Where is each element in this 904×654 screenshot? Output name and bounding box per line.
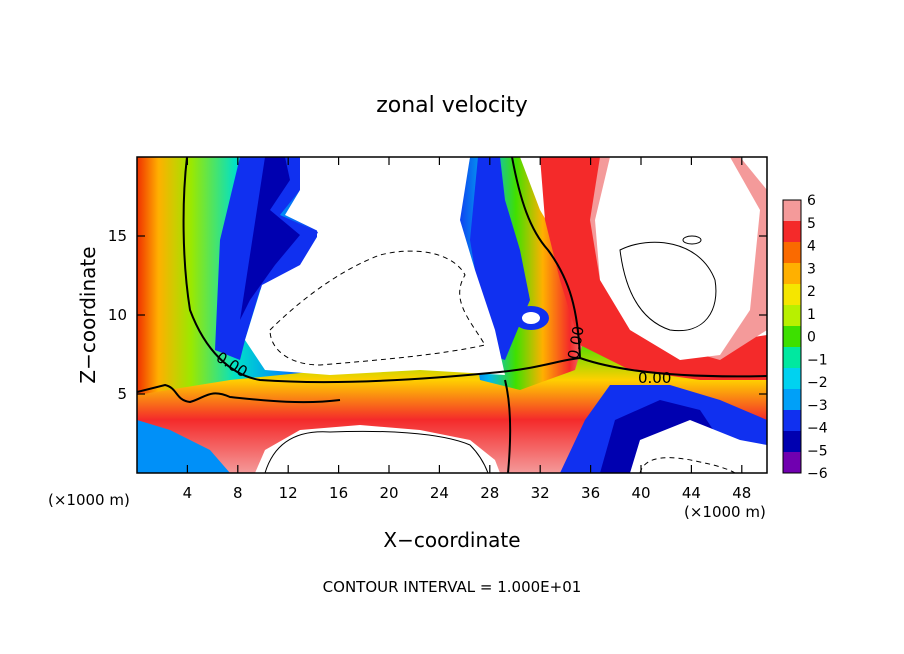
y-axis-label: Z−coordinate [76, 246, 100, 383]
colorbar-label: 5 [807, 216, 816, 232]
colorbar-label: −5 [807, 443, 828, 459]
contour-label: 0.00 [638, 369, 671, 387]
colorbar-frame [782, 199, 802, 474]
y-axis-ticks: 5 10 15 [108, 227, 767, 403]
x-tick-label: 44 [682, 484, 701, 502]
contour-lines [137, 157, 767, 473]
colorbar-swatch [783, 326, 801, 348]
y-tick-label: 15 [108, 227, 127, 245]
colorbar-swatch [783, 410, 801, 432]
x-tick-label: 16 [329, 484, 348, 502]
colorbar-swatch [783, 263, 801, 285]
colorbar-label: 6 [807, 193, 816, 209]
colorbar-swatch [783, 347, 801, 369]
x-tick-label: 24 [430, 484, 449, 502]
colorbar-label: −4 [807, 421, 828, 437]
x-tick-label: 8 [233, 484, 243, 502]
x-tick-label: 32 [531, 484, 550, 502]
colorbar-label: 1 [807, 307, 816, 323]
colorbar-label: −6 [807, 466, 828, 482]
chart-title: zonal velocity [376, 93, 528, 118]
x-tick-label: 40 [631, 484, 650, 502]
colorbar-swatch [783, 368, 801, 390]
heatmap-field [137, 157, 767, 473]
colorbar-label: 4 [807, 239, 816, 255]
colorbar-swatch [783, 284, 801, 306]
colorbar-swatch [783, 452, 801, 474]
colorbar-swatch [783, 431, 801, 453]
x-tick-label: 36 [581, 484, 600, 502]
colorbar-label: 2 [807, 284, 816, 300]
x-tick-label: 48 [732, 484, 751, 502]
contour-interval-note: CONTOUR INTERVAL = 1.000E+01 [323, 578, 582, 596]
colorbar-label: 0 [807, 330, 816, 346]
y-tick-label: 10 [108, 306, 127, 324]
x-tick-label: 20 [379, 484, 398, 502]
colorbar-swatch [783, 200, 801, 222]
colorbar-swatch [783, 242, 801, 264]
colorbar-swatch [783, 305, 801, 327]
colorbar-swatch [783, 221, 801, 243]
x-axis-ticks: 4 8 12 16 20 24 28 32 36 40 44 48 [183, 157, 751, 502]
x-unit-right: (×1000 m) [684, 503, 766, 521]
colorbar-label: 3 [807, 261, 816, 277]
colorbar-swatch [783, 389, 801, 411]
x-tick-label: 4 [183, 484, 193, 502]
colorbar-label: −1 [807, 352, 828, 368]
x-axis-label: X−coordinate [383, 528, 520, 552]
x-tick-label: 12 [279, 484, 298, 502]
x-tick-label: 28 [480, 484, 499, 502]
contour-label: 0.00 [564, 325, 588, 361]
y-tick-label: 5 [117, 385, 127, 403]
colorbar: 6 5 4 3 2 1 0 −1 −2 −3 −4 −5 −6 [782, 193, 828, 482]
x-unit-left: (×1000 m) [48, 491, 130, 509]
colorbar-label: −2 [807, 375, 828, 391]
colorbar-label: −3 [807, 398, 828, 414]
